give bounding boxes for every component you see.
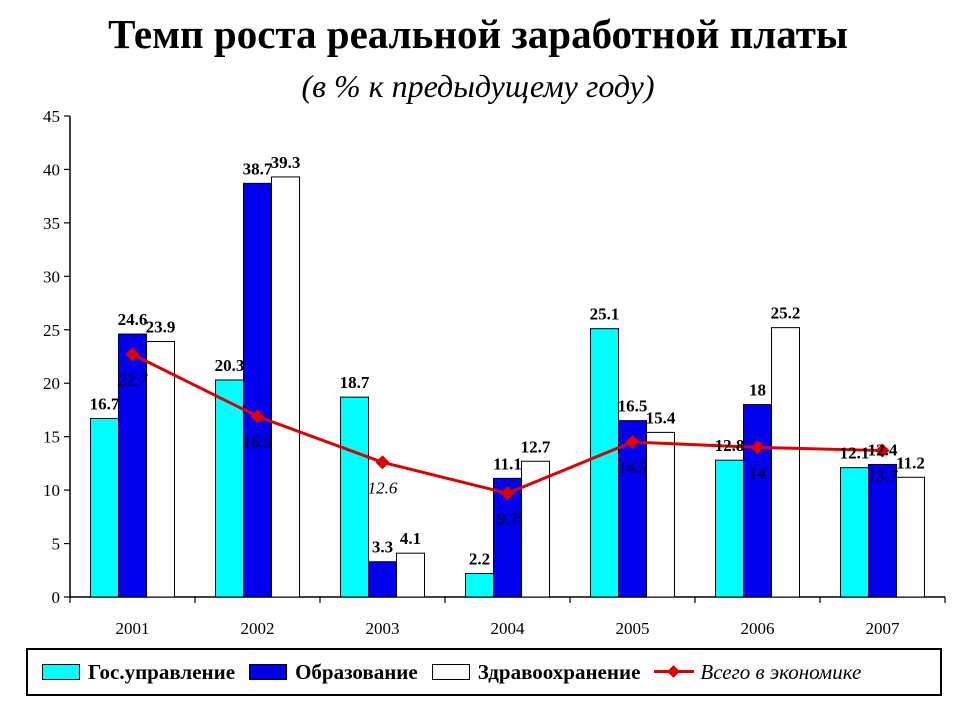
bar-3 [771,327,800,598]
bar-value-label: 12.7 [521,437,551,456]
y-tick-label: 25 [43,321,60,340]
bar-value-label: 38.7 [243,159,273,178]
bar-value-label: 25.2 [771,304,801,323]
y-tick-label: 15 [43,428,60,447]
line-value-label: 16.9 [243,432,273,451]
y-tick-label: 20 [43,374,60,393]
bar-1 [465,572,494,598]
legend-label-education: Образование [295,659,418,684]
bar-2 [243,182,272,598]
bar-value-label: 11.2 [896,453,925,472]
bar-1 [840,467,869,598]
line-point-marker [375,455,390,470]
bar-value-label: 16.7 [90,394,120,413]
bar-value-label: 11.1 [493,454,522,473]
legend-line-marker-icon [654,664,695,680]
line-point-marker [750,440,765,455]
bar-3 [146,341,175,598]
x-tick-label: 2004 [491,619,526,638]
line-point-marker [125,347,140,362]
bar-value-label: 18.7 [340,373,370,392]
line-value-label: 13.7 [868,467,899,486]
legend-item-health: Здравоохранение [431,659,641,685]
bar-1 [590,328,619,598]
legend-label-gov: Гос.управление [88,659,236,684]
bar-value-label: 18 [749,381,766,400]
bar-value-label: 24.6 [118,310,148,329]
line-point-marker [250,409,265,424]
bar-1 [340,396,369,598]
legend-swatch-gov [42,664,80,680]
x-tick-label: 2002 [241,619,275,638]
bar-value-label: 2.2 [469,549,490,568]
bar-value-label: 23.9 [146,318,176,337]
legend-item-education: Образование [249,660,418,685]
bar-value-label: 25.1 [590,305,620,324]
bar-1 [90,417,119,598]
x-tick-label: 2005 [616,619,650,638]
total-line [125,347,890,501]
y-tick-label: 10 [43,481,60,500]
bar-3 [396,552,425,598]
legend-item-total: Всего в экономике [654,660,861,685]
line-point-marker [625,434,640,450]
chart-title: Темп роста реальной заработной платы [108,11,848,57]
y-tick-label: 40 [43,160,60,179]
legend-label-total: Всего в экономике [700,659,862,684]
bar-value-label: 15.4 [646,408,676,427]
bar-3 [271,176,300,598]
line-value-label: 22.7 [118,370,149,389]
legend: Гос.управление Образование Здравоохранен… [26,648,942,696]
chart-subtitle: (в % к предыдущему году) [301,68,655,104]
bar-value-label: 12.1 [840,444,870,463]
bar-2 [618,420,647,598]
bar-value-label: 20.3 [215,356,245,375]
x-tick-label: 2006 [741,619,775,638]
bar-3 [646,431,675,598]
bar-2 [368,561,397,598]
line-value-label: 12.6 [368,478,398,497]
line-value-label: 14.5 [618,458,648,477]
line-value-label: 9.7 [497,509,520,528]
legend-swatch-education [249,664,288,680]
y-tick-label: 30 [43,267,60,286]
bar-2 [118,333,147,598]
axes: 0 5 10 15 20 25 30 35 40 45 2001 2002 2003 2004 2005 20… [43,107,946,638]
line-value-label: 14 [749,463,767,482]
bar-3 [521,460,550,598]
line-point-marker [500,486,515,501]
y-tick-label: 35 [43,214,60,233]
bar-value-label: 12.4 [868,440,898,459]
y-tick-label: 5 [52,535,61,554]
y-tick-label: 45 [43,107,60,126]
legend-swatch-health [431,664,470,680]
bar-1 [715,459,744,598]
legend-label-health: Здравоохранение [477,659,641,684]
bar-value-label: 39.3 [271,153,301,172]
y-tick-label: 0 [52,588,61,607]
bar-2 [743,404,772,598]
bar-3 [896,476,925,598]
bar-value-label: 3.3 [372,538,393,557]
bar-value-label: 16.5 [618,397,648,416]
x-tick-label: 2003 [366,619,400,638]
bar-value-label: 4.1 [400,529,421,548]
bars [90,176,925,598]
bar-value-label: 12.8 [715,436,745,455]
x-tick-label: 2001 [116,619,150,638]
line-point-marker [875,443,890,458]
data-labels: 16.7 20.3 18.7 2.2 25.1 12.8 12.1 24.6 38.7 3.3 11… [90,153,925,569]
legend-item-gov: Гос.управление [42,660,235,685]
bar-1 [215,379,244,598]
x-tick-label: 2007 [866,619,901,638]
